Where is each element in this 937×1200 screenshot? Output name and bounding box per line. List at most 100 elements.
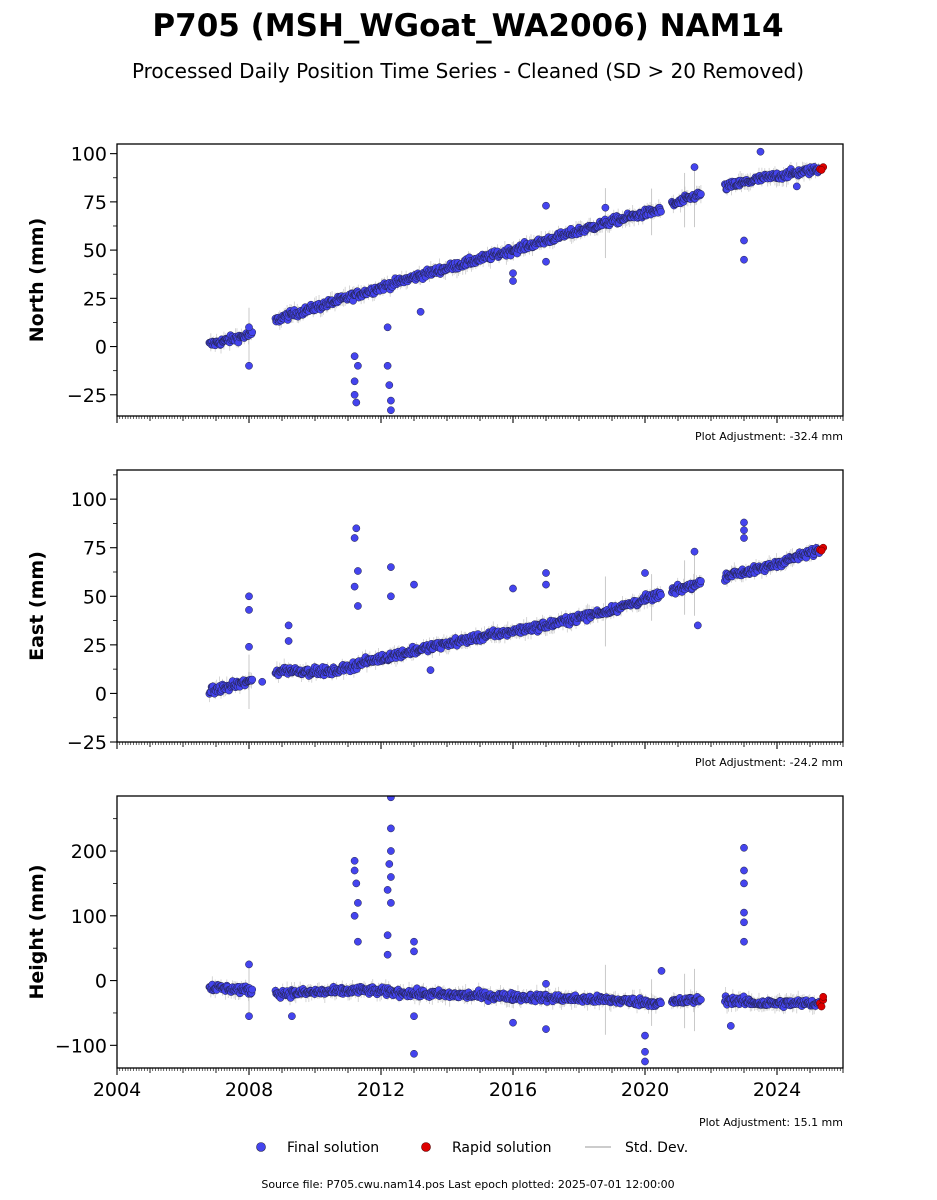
- final-point-outlier: [288, 1012, 296, 1021]
- final-point-outlier: [690, 163, 699, 171]
- y-tick-label: 50: [83, 240, 107, 262]
- final-point-outlier: [657, 967, 666, 975]
- final-point-outlier: [416, 307, 425, 316]
- y-tick-label: −25: [67, 385, 107, 407]
- final-point-outlier: [385, 860, 394, 868]
- final-point-outlier: [245, 1012, 253, 1021]
- legend-rapid-label: Rapid solution: [452, 1140, 552, 1156]
- final-point-outlier: [740, 937, 748, 946]
- y-tick-label: 100: [71, 489, 107, 511]
- y-tick-label: 100: [71, 906, 107, 928]
- final-point-outlier: [693, 621, 702, 630]
- final-point-outlier: [284, 621, 293, 630]
- final-point-outlier: [387, 824, 395, 833]
- final-point: [697, 995, 705, 1004]
- final-point-outlier: [410, 1012, 418, 1021]
- final-point-outlier: [740, 866, 748, 875]
- final-point-outlier: [740, 518, 748, 527]
- final-point-outlier: [542, 1025, 550, 1033]
- y-tick-label: 0: [95, 683, 107, 705]
- final-point-outlier: [641, 569, 649, 577]
- plot-area: [205, 518, 828, 709]
- y-tick-label: 0: [95, 337, 107, 359]
- rapid-solution-series: [816, 992, 828, 1011]
- final-point: [657, 207, 665, 216]
- source-text: Source file: P705.cwu.nam14.pos Last epo…: [261, 1178, 674, 1191]
- final-point-outlier: [387, 873, 395, 881]
- rapid-point: [817, 166, 826, 174]
- x-tick-label: 2012: [357, 1079, 405, 1101]
- final-solution-series: [205, 518, 824, 698]
- final-point-outlier: [601, 203, 610, 212]
- final-point: [697, 190, 705, 198]
- final-point-outlier: [383, 361, 392, 370]
- final-point-outlier: [350, 352, 359, 361]
- rapid-solution-series: [816, 163, 828, 174]
- y-tick-label: 200: [71, 841, 107, 863]
- final-point-outlier: [245, 592, 253, 601]
- final-point-outlier: [350, 390, 359, 399]
- chart-subtitle: Processed Daily Position Time Series - C…: [132, 59, 804, 83]
- final-point-outlier: [245, 361, 253, 370]
- final-point-outlier: [410, 937, 418, 946]
- y-tick-label: 50: [83, 586, 107, 608]
- final-point-outlier: [352, 398, 361, 407]
- final-point-outlier: [354, 937, 362, 946]
- rapid-point: [817, 1002, 826, 1011]
- final-point-outlier: [542, 257, 550, 266]
- final-point: [248, 985, 257, 994]
- plot-area: [205, 796, 828, 1066]
- y-tick-label: 25: [83, 635, 107, 657]
- final-point-outlier: [387, 396, 395, 405]
- final-solution-series: [205, 147, 824, 415]
- final-point: [657, 999, 665, 1008]
- final-point-outlier: [509, 1018, 517, 1027]
- y-axis-label: East (mm): [26, 551, 48, 661]
- x-tick-label: 2008: [225, 1079, 273, 1101]
- final-point-outlier: [350, 911, 359, 920]
- rapid-point: [819, 992, 828, 1001]
- final-point-outlier: [387, 847, 395, 855]
- final-point-outlier: [740, 908, 748, 917]
- y-tick-label: 0: [95, 971, 107, 993]
- final-point-outlier: [383, 323, 392, 332]
- final-point-outlier: [641, 1047, 649, 1056]
- final-point-outlier: [383, 886, 392, 894]
- final-point-outlier: [740, 843, 748, 852]
- final-point-outlier: [387, 592, 395, 601]
- final-point-outlier: [690, 547, 699, 556]
- final-point-outlier: [740, 534, 748, 542]
- y-axis-label: North (mm): [26, 218, 48, 343]
- x-tick-label: 2020: [621, 1079, 669, 1101]
- final-point-outlier: [726, 1022, 735, 1030]
- final-point-outlier: [740, 526, 748, 535]
- final-point: [248, 675, 257, 684]
- chart-title: P705 (MSH_WGoat_WA2006) NAM14: [152, 8, 783, 44]
- final-point-outlier: [354, 361, 362, 370]
- final-point-outlier: [245, 642, 253, 651]
- panel-2: −25 0 25 50 75 100 East (mm) Plot Adjustment: -…: [26, 469, 844, 769]
- final-point-outlier: [387, 796, 395, 802]
- x-tick-label: 2016: [489, 1079, 537, 1101]
- final-point-outlier: [509, 277, 517, 285]
- final-point-outlier: [284, 637, 293, 645]
- final-point-outlier: [354, 602, 362, 610]
- legend-final-label: Final solution: [287, 1140, 379, 1156]
- final-point-outlier: [383, 950, 392, 959]
- final-point-outlier: [350, 377, 359, 386]
- legend: Final solution Rapid solution Std. Dev.: [256, 1140, 688, 1156]
- legend-final-marker: [256, 1142, 266, 1152]
- final-point-outlier: [383, 931, 392, 940]
- final-point-outlier: [792, 182, 801, 191]
- plot-adjustment-label: Plot Adjustment: -32.4 mm: [695, 430, 843, 443]
- final-point-outlier: [410, 947, 418, 956]
- y-tick-label: −100: [55, 1035, 107, 1057]
- final-point-outlier: [352, 879, 361, 888]
- plot-adjustment-label: Plot Adjustment: -24.2 mm: [695, 756, 843, 769]
- final-point-outlier: [426, 666, 435, 674]
- y-axis-label: Height (mm): [26, 864, 48, 999]
- panel-1: −25 0 25 50 75 100 North (mm) Plot Adjustment: …: [26, 143, 844, 443]
- panels: −25 0 25 50 75 100 North (mm) Plot Adjustment: …: [26, 143, 844, 1129]
- final-solution-series: [205, 796, 824, 1066]
